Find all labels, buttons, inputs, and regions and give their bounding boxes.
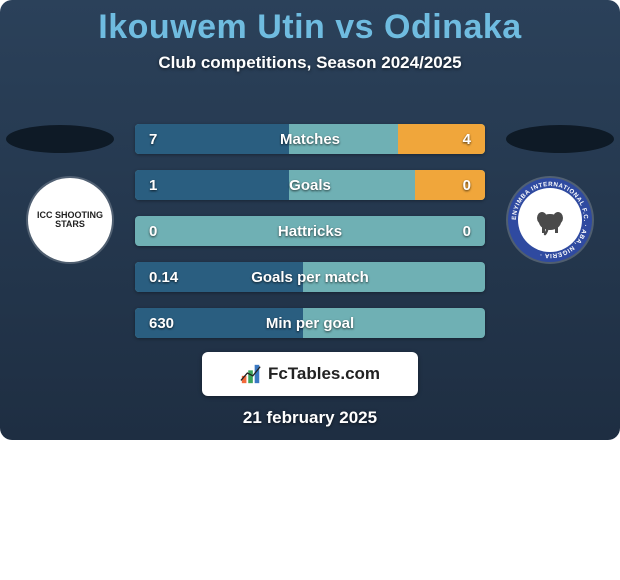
team-left-label: ICC SHOOTING STARS bbox=[28, 211, 112, 230]
team-right-badge: ENYIMBA INTERNATIONAL F.C. · ABA, NIGERI… bbox=[508, 178, 592, 262]
date-text: 21 february 2025 bbox=[0, 408, 620, 428]
row-base bbox=[135, 216, 485, 246]
row-fill-left bbox=[135, 262, 303, 292]
stat-rows: Matches74 Goals10 Hattricks00 Goals per mat… bbox=[135, 124, 485, 354]
comparison-card: Ikouwem Utin vs Odinaka Club competition… bbox=[0, 0, 620, 440]
row-fill-left bbox=[135, 308, 303, 338]
comparison-title: Ikouwem Utin vs Odinaka bbox=[0, 0, 620, 47]
row-fill-right bbox=[415, 170, 485, 200]
brand-badge[interactable]: FcTables.com bbox=[202, 352, 418, 396]
row-fill-right bbox=[398, 124, 486, 154]
bars-icon bbox=[240, 363, 262, 385]
team-left-ellipse bbox=[6, 125, 114, 153]
stat-row: Goals10 bbox=[135, 170, 485, 200]
row-fill-left bbox=[135, 124, 289, 154]
stat-row: Matches74 bbox=[135, 124, 485, 154]
team-right-ring-text: ENYIMBA INTERNATIONAL F.C. · ABA, NIGERI… bbox=[508, 178, 592, 262]
stat-row: Hattricks00 bbox=[135, 216, 485, 246]
team-left-badge: ICC SHOOTING STARS bbox=[28, 178, 112, 262]
card-content: Ikouwem Utin vs Odinaka Club competition… bbox=[0, 0, 620, 440]
svg-text:ENYIMBA INTERNATIONAL F.C. · A: ENYIMBA INTERNATIONAL F.C. · ABA, NIGERI… bbox=[511, 181, 589, 259]
comparison-subtitle: Club competitions, Season 2024/2025 bbox=[0, 53, 620, 73]
team-right-ellipse bbox=[506, 125, 614, 153]
row-fill-left bbox=[135, 170, 289, 200]
stat-row: Min per goal630 bbox=[135, 308, 485, 338]
stat-row: Goals per match0.14 bbox=[135, 262, 485, 292]
brand-text: FcTables.com bbox=[268, 364, 380, 384]
